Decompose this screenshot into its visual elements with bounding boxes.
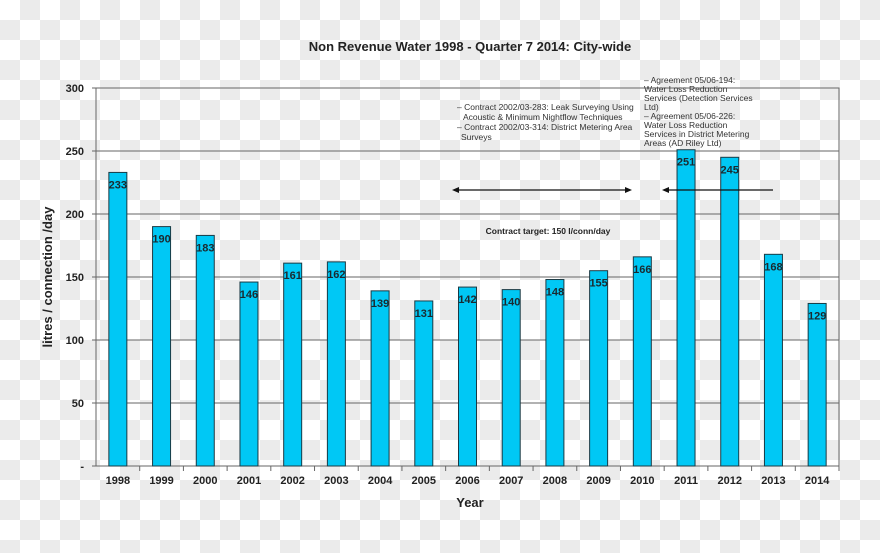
data-label: 166	[633, 264, 651, 276]
data-label: 162	[327, 269, 345, 281]
bar	[589, 270, 609, 467]
x-tick-label: 2003	[324, 475, 348, 487]
data-label: 139	[371, 298, 389, 310]
data-label: 161	[283, 270, 301, 282]
data-label: 183	[196, 242, 214, 254]
bar	[152, 226, 172, 467]
note-line: Acoustic & Minimum Nightflow Techniques	[463, 112, 623, 122]
note-line: – Contract 2002/03-283: Leak Surveying U…	[457, 102, 634, 112]
bar	[239, 281, 259, 467]
note-line: Surveys	[461, 132, 492, 142]
y-tick-label: 50	[72, 398, 84, 410]
data-label: 131	[415, 308, 433, 320]
arrow-contracts	[452, 187, 632, 193]
bar	[195, 234, 215, 467]
data-label: 190	[152, 234, 170, 246]
y-tick-label: 100	[66, 335, 84, 347]
bar	[108, 171, 128, 467]
bar	[414, 300, 434, 467]
note-line: Areas (AD Riley Ltd)	[644, 138, 722, 148]
x-tick-label: 2007	[499, 475, 523, 487]
y-axis-label: litres / connection /day	[40, 206, 55, 348]
data-label: 168	[764, 261, 782, 273]
bar	[326, 261, 346, 467]
y-tick-label: -	[80, 461, 84, 473]
x-tick-label: 1998	[106, 475, 130, 487]
x-tick-label: 2002	[280, 475, 304, 487]
bar	[283, 262, 303, 467]
bar	[501, 289, 521, 467]
data-label: 140	[502, 297, 520, 309]
x-axis-label: Year	[456, 495, 483, 510]
chart-title: Non Revenue Water 1998 - Quarter 7 2014:…	[309, 39, 631, 54]
note-line: Water Loss Reduction	[644, 84, 728, 94]
y-tick-label: 300	[66, 83, 84, 95]
bar	[632, 256, 652, 467]
contracts-note: – Contract 2002/03-283: Leak Surveying U…	[457, 102, 634, 142]
data-label: 155	[589, 278, 607, 290]
note-line: Ltd)	[644, 102, 659, 112]
x-tick-label: 2000	[193, 475, 217, 487]
bar	[763, 253, 783, 467]
y-tick-label: 200	[66, 209, 84, 221]
x-tick-label: 2001	[237, 475, 261, 487]
arrow-agreements	[662, 187, 773, 193]
agreements-note: – Agreement 05/06-194: Water Loss Reduct…	[644, 76, 753, 148]
bar	[370, 290, 390, 467]
x-tick-label: 2013	[761, 475, 785, 487]
note-line: Services (Detection Services	[644, 93, 753, 103]
bar	[720, 156, 740, 467]
x-tick-label: 2010	[630, 475, 654, 487]
note-line: Water Loss Reduction	[644, 120, 728, 130]
x-tick-label: 2011	[674, 475, 698, 487]
data-label: 233	[109, 179, 127, 191]
note-line: – Contract 2002/03-314: District Meterin…	[457, 122, 633, 132]
bar	[458, 286, 477, 467]
data-label: 146	[240, 289, 258, 301]
x-tick-label: 2014	[805, 475, 830, 487]
y-tick-label: 250	[66, 146, 84, 158]
note-line: Services in District Metering	[644, 129, 750, 139]
note-line: – Agreement 05/06-194:	[644, 75, 736, 85]
note-line: – Agreement 05/06-226:	[644, 111, 736, 121]
data-label: 245	[721, 164, 739, 176]
bar	[545, 279, 565, 467]
x-tick-label: 2012	[717, 475, 741, 487]
x-tick-label: 2008	[543, 475, 567, 487]
x-tick-label: 2005	[412, 475, 436, 487]
data-label: 129	[808, 310, 826, 322]
x-tick-label: 2004	[368, 475, 393, 487]
x-tick-label: 2006	[455, 475, 479, 487]
data-label: 251	[677, 157, 695, 169]
data-label: 148	[546, 287, 564, 299]
bar	[676, 149, 696, 467]
data-label: 142	[458, 294, 476, 306]
bar	[807, 302, 827, 467]
target-annotation: Contract target: 150 l/conn/day	[486, 226, 611, 236]
x-tick-label: 1999	[149, 475, 173, 487]
x-tick-label: 2009	[586, 475, 610, 487]
y-tick-label: 150	[66, 272, 84, 284]
